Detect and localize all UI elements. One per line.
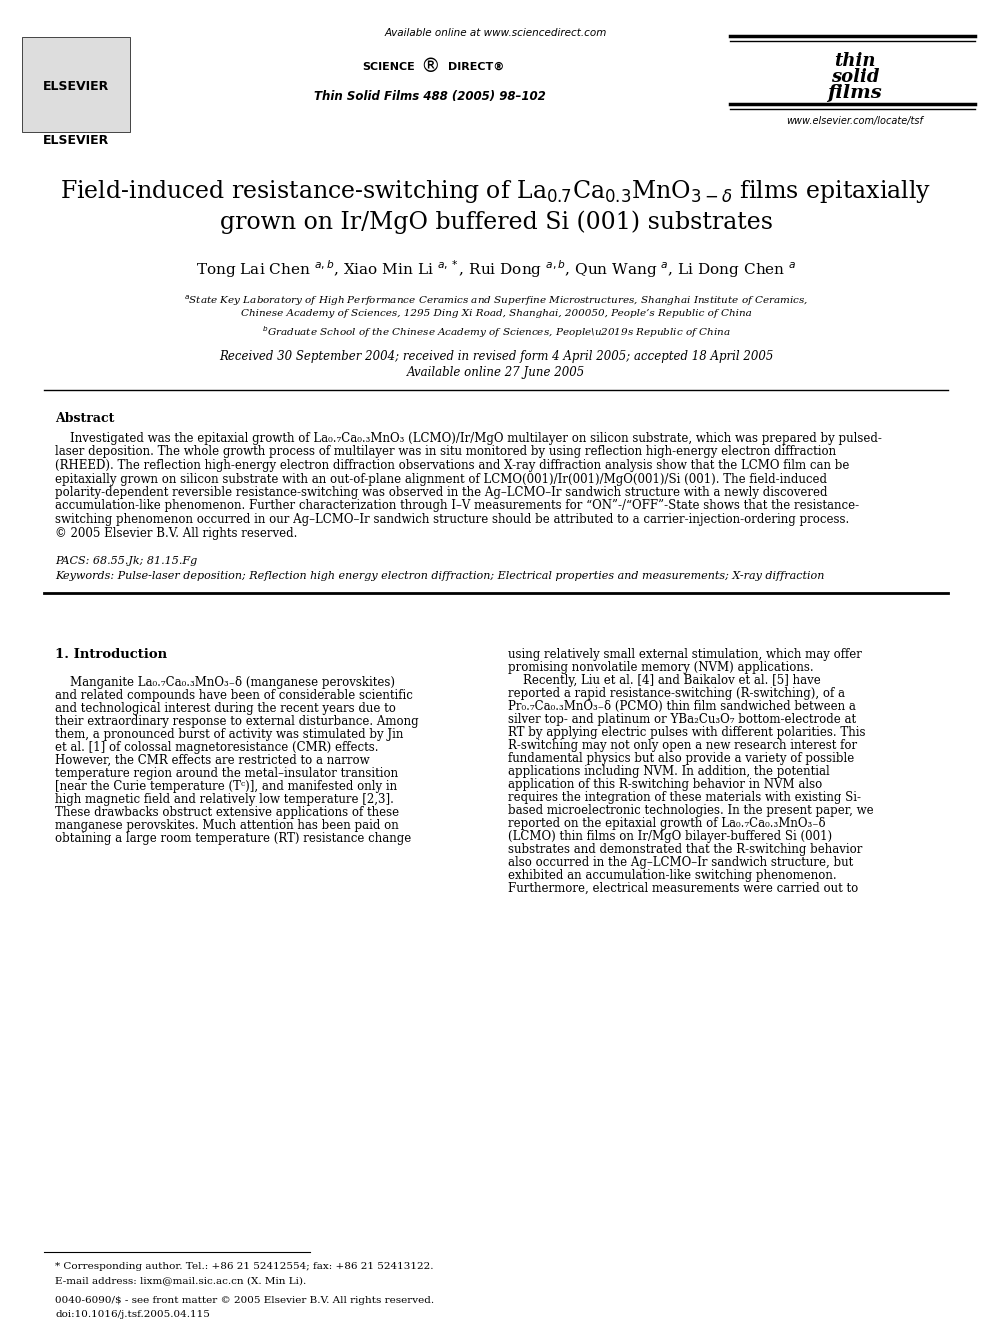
Text: reported on the epitaxial growth of La₀.₇Ca₀.₃MnO₃₋δ: reported on the epitaxial growth of La₀.… (508, 818, 825, 830)
Text: E-mail address: lixm@mail.sic.ac.cn (X. Min Li).: E-mail address: lixm@mail.sic.ac.cn (X. … (55, 1275, 307, 1285)
Text: RT by applying electric pulses with different polarities. This: RT by applying electric pulses with diff… (508, 726, 865, 740)
Text: fundamental physics but also provide a variety of possible: fundamental physics but also provide a v… (508, 751, 854, 765)
Text: * Corresponding author. Tel.: +86 21 52412554; fax: +86 21 52413122.: * Corresponding author. Tel.: +86 21 524… (55, 1262, 434, 1271)
Text: manganese perovskites. Much attention has been paid on: manganese perovskites. Much attention ha… (55, 819, 399, 832)
Text: Field-induced resistance-switching of La$_{0.7}$Ca$_{0.3}$MnO$_{3-\delta}$ films: Field-induced resistance-switching of La… (61, 179, 931, 205)
Text: also occurred in the Ag–LCMO–Ir sandwich structure, but: also occurred in the Ag–LCMO–Ir sandwich… (508, 856, 853, 869)
Text: temperature region around the metal–insulator transition: temperature region around the metal–insu… (55, 767, 398, 781)
Text: substrates and demonstrated that the R-switching behavior: substrates and demonstrated that the R-s… (508, 843, 862, 856)
Text: Recently, Liu et al. [4] and Baikalov et al. [5] have: Recently, Liu et al. [4] and Baikalov et… (508, 673, 820, 687)
Text: Manganite La₀.₇Ca₀.₃MnO₃₋δ (manganese perovskites): Manganite La₀.₇Ca₀.₃MnO₃₋δ (manganese pe… (55, 676, 395, 689)
Text: [near the Curie temperature (Tᶜ)], and manifested only in: [near the Curie temperature (Tᶜ)], and m… (55, 781, 397, 792)
Text: Abstract: Abstract (55, 411, 114, 425)
Text: R-switching may not only open a new research interest for: R-switching may not only open a new rese… (508, 740, 857, 751)
Text: polarity-dependent reversible resistance-switching was observed in the Ag–LCMO–I: polarity-dependent reversible resistance… (55, 486, 827, 499)
Text: $^{a}$State Key Laboratory of High Performance Ceramics and Superfine Microstruc: $^{a}$State Key Laboratory of High Perfo… (184, 294, 808, 308)
Text: laser deposition. The whole growth process of multilayer was in situ monitored b: laser deposition. The whole growth proce… (55, 446, 836, 459)
Text: Furthermore, electrical measurements were carried out to: Furthermore, electrical measurements wer… (508, 882, 858, 894)
Text: accumulation-like phenomenon. Further characterization through I–V measurements : accumulation-like phenomenon. Further ch… (55, 500, 859, 512)
Text: using relatively small external stimulation, which may offer: using relatively small external stimulat… (508, 648, 862, 662)
Text: SCIENCE: SCIENCE (362, 62, 415, 71)
Text: solid: solid (830, 67, 879, 86)
Text: silver top- and platinum or YBa₂Cu₃O₇ bottom-electrode at: silver top- and platinum or YBa₂Cu₃O₇ bo… (508, 713, 856, 726)
Text: Available online 27 June 2005: Available online 27 June 2005 (407, 366, 585, 378)
Text: doi:10.1016/j.tsf.2005.04.115: doi:10.1016/j.tsf.2005.04.115 (55, 1310, 210, 1319)
Text: films: films (827, 83, 882, 102)
Text: (LCMO) thin films on Ir/MgO bilayer-buffered Si (001): (LCMO) thin films on Ir/MgO bilayer-buff… (508, 830, 832, 843)
Text: ELSEVIER: ELSEVIER (43, 79, 109, 93)
Text: (RHEED). The reflection high-energy electron diffraction observations and X-ray : (RHEED). The reflection high-energy elec… (55, 459, 849, 472)
Text: Pr₀.₇Ca₀.₃MnO₃₋δ (PCMO) thin film sandwiched between a: Pr₀.₇Ca₀.₃MnO₃₋δ (PCMO) thin film sandwi… (508, 700, 856, 713)
Text: $^{b}$Graduate School of the Chinese Academy of Sciences, People\u2019s Republic: $^{b}$Graduate School of the Chinese Aca… (262, 324, 730, 340)
Text: exhibited an accumulation-like switching phenomenon.: exhibited an accumulation-like switching… (508, 869, 836, 882)
Bar (22, 37, 130, 132)
Text: PACS: 68.55.Jk; 81.15.Fg: PACS: 68.55.Jk; 81.15.Fg (55, 556, 197, 566)
Text: reported a rapid resistance-switching (R-switching), of a: reported a rapid resistance-switching (R… (508, 687, 845, 700)
Text: requires the integration of these materials with existing Si-: requires the integration of these materi… (508, 791, 861, 804)
Text: epitaxially grown on silicon substrate with an out-of-plane alignment of LCMO(00: epitaxially grown on silicon substrate w… (55, 472, 827, 486)
Text: Chinese Academy of Sciences, 1295 Ding Xi Road, Shanghai, 200050, People’s Repub: Chinese Academy of Sciences, 1295 Ding X… (241, 310, 751, 318)
Text: Available online at www.sciencedirect.com: Available online at www.sciencedirect.co… (385, 28, 607, 38)
Text: These drawbacks obstruct extensive applications of these: These drawbacks obstruct extensive appli… (55, 806, 399, 819)
Text: 0040-6090/$ - see front matter © 2005 Elsevier B.V. All rights reserved.: 0040-6090/$ - see front matter © 2005 El… (55, 1297, 434, 1304)
Text: et al. [1] of colossal magnetoresistance (CMR) effects.: et al. [1] of colossal magnetoresistance… (55, 741, 379, 754)
Text: Investigated was the epitaxial growth of La₀.₇Ca₀.₃MnO₃ (LCMO)/Ir/MgO multilayer: Investigated was the epitaxial growth of… (55, 433, 882, 445)
Text: Tong Lai Chen $^{a,b}$, Xiao Min Li $^{a,*}$, Rui Dong $^{a,b}$, Qun Wang $^{a}$: Tong Lai Chen $^{a,b}$, Xiao Min Li $^{a… (195, 258, 797, 279)
Text: and related compounds have been of considerable scientific: and related compounds have been of consi… (55, 689, 413, 703)
Text: their extraordinary response to external disturbance. Among: their extraordinary response to external… (55, 714, 419, 728)
Text: 1. Introduction: 1. Introduction (55, 648, 167, 662)
Text: thin: thin (834, 52, 876, 70)
Text: ELSEVIER: ELSEVIER (43, 134, 109, 147)
Text: However, the CMR effects are restricted to a narrow: However, the CMR effects are restricted … (55, 754, 370, 767)
Text: application of this R-switching behavior in NVM also: application of this R-switching behavior… (508, 778, 822, 791)
Text: www.elsevier.com/locate/tsf: www.elsevier.com/locate/tsf (787, 116, 924, 126)
Text: switching phenomenon occurred in our Ag–LCMO–Ir sandwich structure should be att: switching phenomenon occurred in our Ag–… (55, 513, 849, 527)
Text: DIRECT®: DIRECT® (448, 62, 504, 71)
Text: ®: ® (420, 57, 439, 75)
Text: based microelectronic technologies. In the present paper, we: based microelectronic technologies. In t… (508, 804, 874, 818)
Text: promising nonvolatile memory (NVM) applications.: promising nonvolatile memory (NVM) appli… (508, 662, 813, 673)
Text: grown on Ir/MgO buffered Si (001) substrates: grown on Ir/MgO buffered Si (001) substr… (219, 210, 773, 234)
Text: applications including NVM. In addition, the potential: applications including NVM. In addition,… (508, 765, 829, 778)
Text: them, a pronounced burst of activity was stimulated by Jin: them, a pronounced burst of activity was… (55, 728, 404, 741)
Text: high magnetic field and relatively low temperature [2,3].: high magnetic field and relatively low t… (55, 792, 394, 806)
Text: Keywords: Pulse-laser deposition; Reflection high energy electron diffraction; E: Keywords: Pulse-laser deposition; Reflec… (55, 572, 824, 581)
Text: and technological interest during the recent years due to: and technological interest during the re… (55, 703, 396, 714)
Text: © 2005 Elsevier B.V. All rights reserved.: © 2005 Elsevier B.V. All rights reserved… (55, 527, 298, 540)
Text: obtaining a large room temperature (RT) resistance change: obtaining a large room temperature (RT) … (55, 832, 412, 845)
Text: Thin Solid Films 488 (2005) 98–102: Thin Solid Films 488 (2005) 98–102 (314, 90, 546, 103)
Text: Received 30 September 2004; received in revised form 4 April 2005; accepted 18 A: Received 30 September 2004; received in … (219, 351, 773, 363)
